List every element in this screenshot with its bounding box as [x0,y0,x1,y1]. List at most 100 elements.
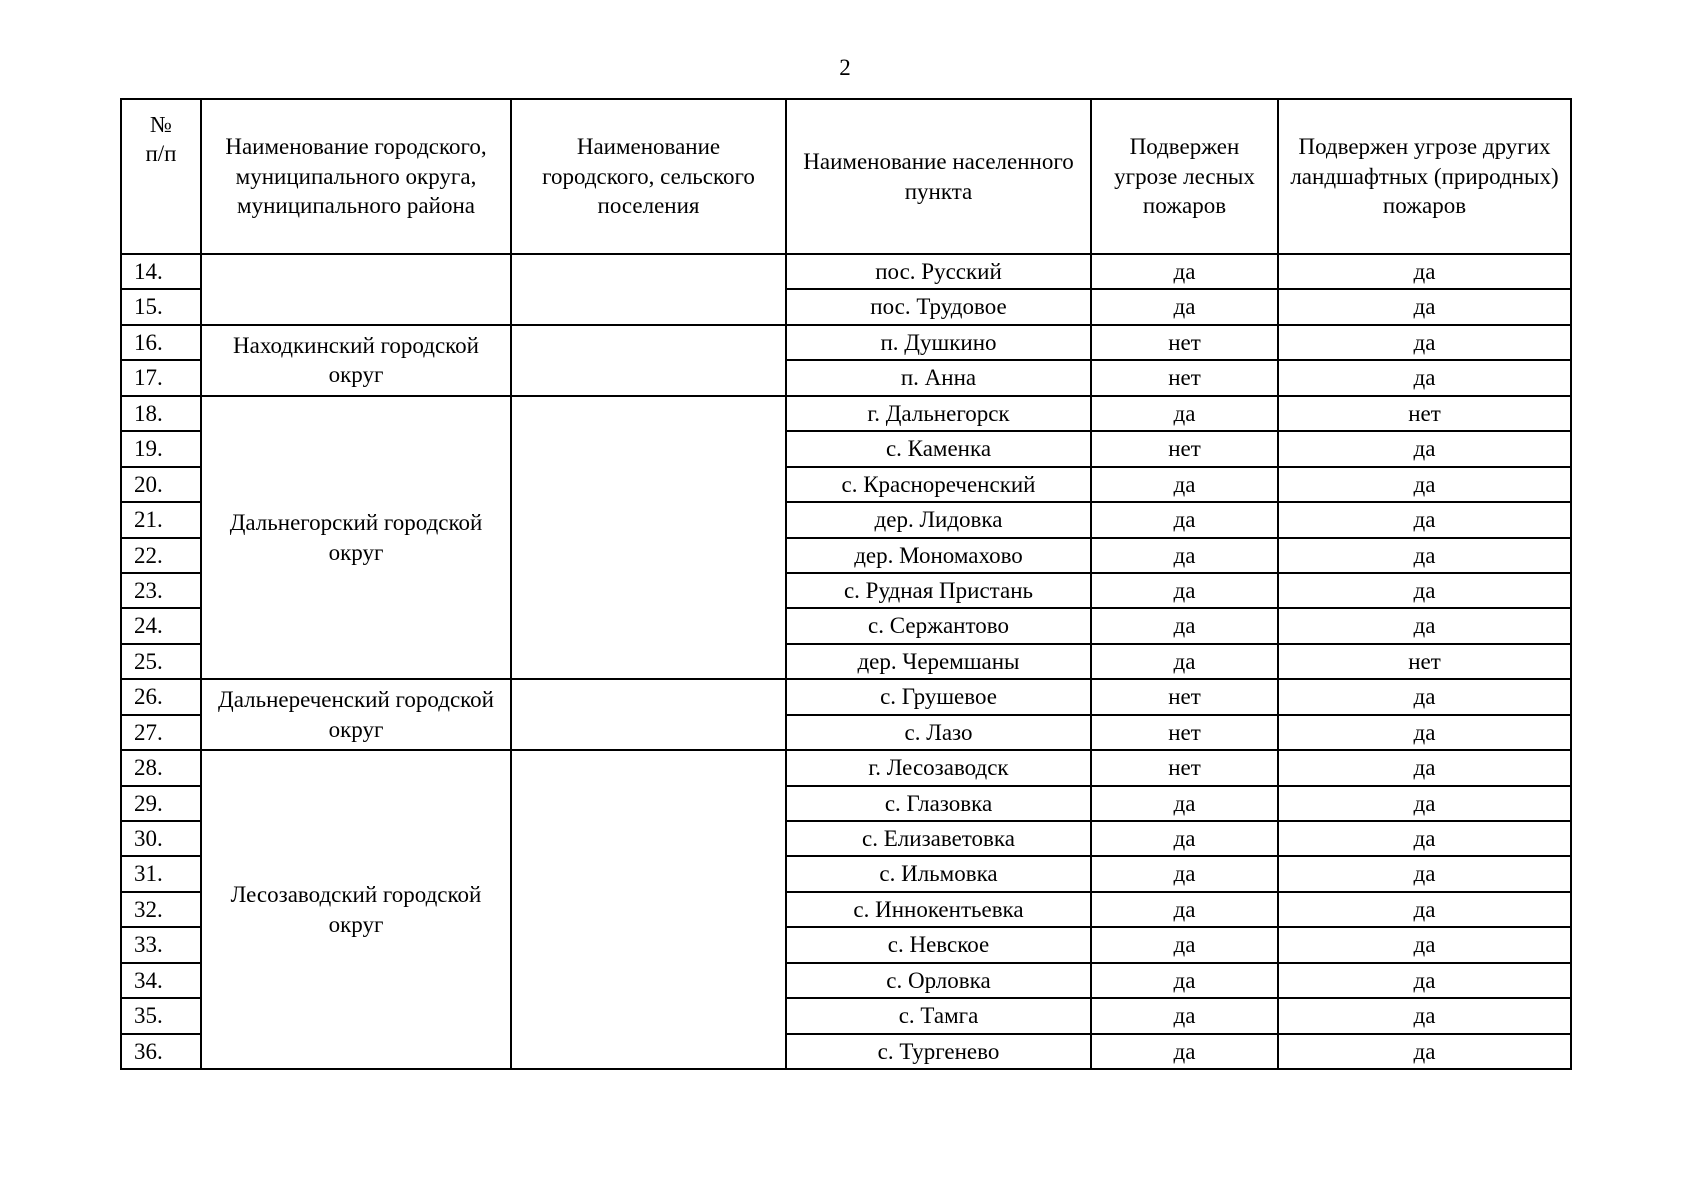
locality-cell: п. Душкино [785,323,1092,362]
locality-cell: дер. Мономахово [785,536,1092,574]
locality-cell: с. Сержантово [785,607,1092,645]
row-number-cell: 21. [120,501,202,539]
landscape-fire-cell: да [1277,855,1572,893]
row-number-cell: 34. [120,961,202,1000]
landscape-fire-cell: да [1277,252,1572,291]
landscape-fire-cell: да [1277,890,1572,929]
forest-fire-cell: да [1090,394,1279,433]
locality-cell: дер. Лидовка [785,501,1092,539]
landscape-fire-cell: нет [1277,394,1572,433]
row-number-cell: 35. [120,997,202,1035]
landscape-fire-cell: да [1277,501,1572,539]
table-row: 14. пос. Русский да да [120,252,1572,326]
settlement-cell [510,749,787,1071]
header-settlement: Наименование городского, сельского посел… [510,98,787,255]
row-number-cell: 16. [120,323,202,362]
landscape-fire-cell: нет [1277,642,1572,681]
locality-cell: с. Грушевое [785,678,1092,716]
locality-cell: с. Тургенево [785,1032,1092,1071]
header-locality: Наименование населенного пункта [785,98,1092,255]
landscape-fire-cell: да [1277,465,1572,504]
landscape-fire-cell: да [1277,961,1572,1000]
settlement-cell [510,394,787,681]
forest-fire-cell: да [1090,465,1279,504]
landscape-fire-cell: да [1277,288,1572,326]
page-number: 2 [839,55,851,80]
table-row: 25. дер. Черемшаны да нет [120,642,1572,681]
forest-fire-cell: да [1090,607,1279,645]
locality-cell: с. Рудная Пристань [785,571,1092,610]
table-row: 20. с. Краснореченский да да [120,465,1572,504]
table-row: 35. с. Тамга да да [120,997,1572,1035]
forest-fire-cell: да [1090,501,1279,539]
forest-fire-cell: да [1090,536,1279,574]
landscape-fire-cell: да [1277,997,1572,1035]
landscape-fire-cell: да [1277,784,1572,823]
table-row: 36. с. Тургенево да да [120,1032,1572,1071]
locality-cell: с. Орловка [785,961,1092,1000]
district-cell: Находкинский городской округ [200,323,512,397]
row-number-cell: 14. [120,252,202,291]
landscape-fire-cell: да [1277,1032,1572,1071]
table-row: 15. пос. Трудовое да да [120,288,1572,326]
row-number-cell: 19. [120,430,202,468]
table-row: 30. с. Елизаветовка да да [120,819,1572,858]
forest-fire-cell: да [1090,890,1279,929]
table-row: 27. с. Лазо нет да [120,713,1572,752]
district-cell [200,253,512,326]
row-number-cell: 18. [120,394,202,433]
landscape-fire-cell: да [1277,678,1572,716]
forest-fire-cell: да [1090,252,1279,291]
landscape-fire-cell: да [1277,819,1572,858]
table-row: 17. п. Анна нет да [120,359,1572,397]
table-row: 26. Дальнереченский городской округ с. Гру… [120,678,1572,752]
table-row: 28. Лесозаводский городской округ г. Лесоз… [120,749,1572,1071]
table-body: 14. пос. Русский да да 15. пос. Трудовое да да 1… [120,252,1572,1071]
landscape-fire-cell: да [1277,430,1572,468]
district-cell: Дальнереченский городской округ [200,678,512,752]
table-row: 33. с. Невское да да [120,926,1572,964]
landscape-fire-cell: да [1277,749,1572,787]
forest-fire-cell: нет [1090,749,1279,787]
table-row: 18. Дальнегорский городской округ г. Дальн… [120,394,1572,681]
table-row: 19. с. Каменка нет да [120,430,1572,468]
document-page: 2 № п/п Наименование городского, муницип… [120,55,1572,1071]
forest-fire-cell: да [1090,997,1279,1035]
row-number-cell: 15. [120,288,202,326]
header-row-number: № п/п [120,98,202,255]
table-row: 31. с. Ильмовка да да [120,855,1572,893]
forest-fire-cell: нет [1090,713,1279,752]
header-landscape-fire-risk: Подвержен угрозе других ландшафтных (при… [1277,98,1572,255]
locality-cell: с. Каменка [785,430,1092,468]
table-row: 21. дер. Лидовка да да [120,501,1572,539]
row-number-cell: 26. [120,678,202,716]
locality-cell: пос. Русский [785,252,1092,291]
forest-fire-cell: да [1090,819,1279,858]
header-forest-fire-risk: Подвержен угрозе лесных пожаров [1090,98,1279,255]
table-row: 16. Находкинский городской округ п. Душкин… [120,323,1572,397]
settlement-cell [510,678,787,752]
row-number-cell: 36. [120,1032,202,1071]
row-number-cell: 29. [120,784,202,823]
locality-cell: с. Ильмовка [785,855,1092,893]
forest-fire-cell: да [1090,855,1279,893]
locality-cell: с. Тамга [785,997,1092,1035]
locality-cell: с. Иннокентьевка [785,890,1092,929]
row-number-cell: 23. [120,571,202,610]
forest-fire-cell: нет [1090,678,1279,716]
table-row: 24. с. Сержантово да да [120,607,1572,645]
locality-cell: с. Глазовка [785,784,1092,823]
row-number-cell: 33. [120,926,202,964]
locality-cell: г. Лесозаводск [785,749,1092,787]
row-number-cell: 32. [120,890,202,929]
row-number-cell: 25. [120,642,202,681]
forest-fire-cell: да [1090,1032,1279,1071]
table-row: 22. дер. Мономахово да да [120,536,1572,574]
row-number-cell: 22. [120,536,202,574]
landscape-fire-cell: да [1277,571,1572,610]
landscape-fire-cell: да [1277,607,1572,645]
settlements-fire-risk-table: № п/п Наименование городского, муниципал… [120,98,1572,1071]
forest-fire-cell: да [1090,961,1279,1000]
header-row: № п/п Наименование городского, муниципал… [120,98,1572,255]
district-cell: Лесозаводский городской округ [200,749,512,1071]
